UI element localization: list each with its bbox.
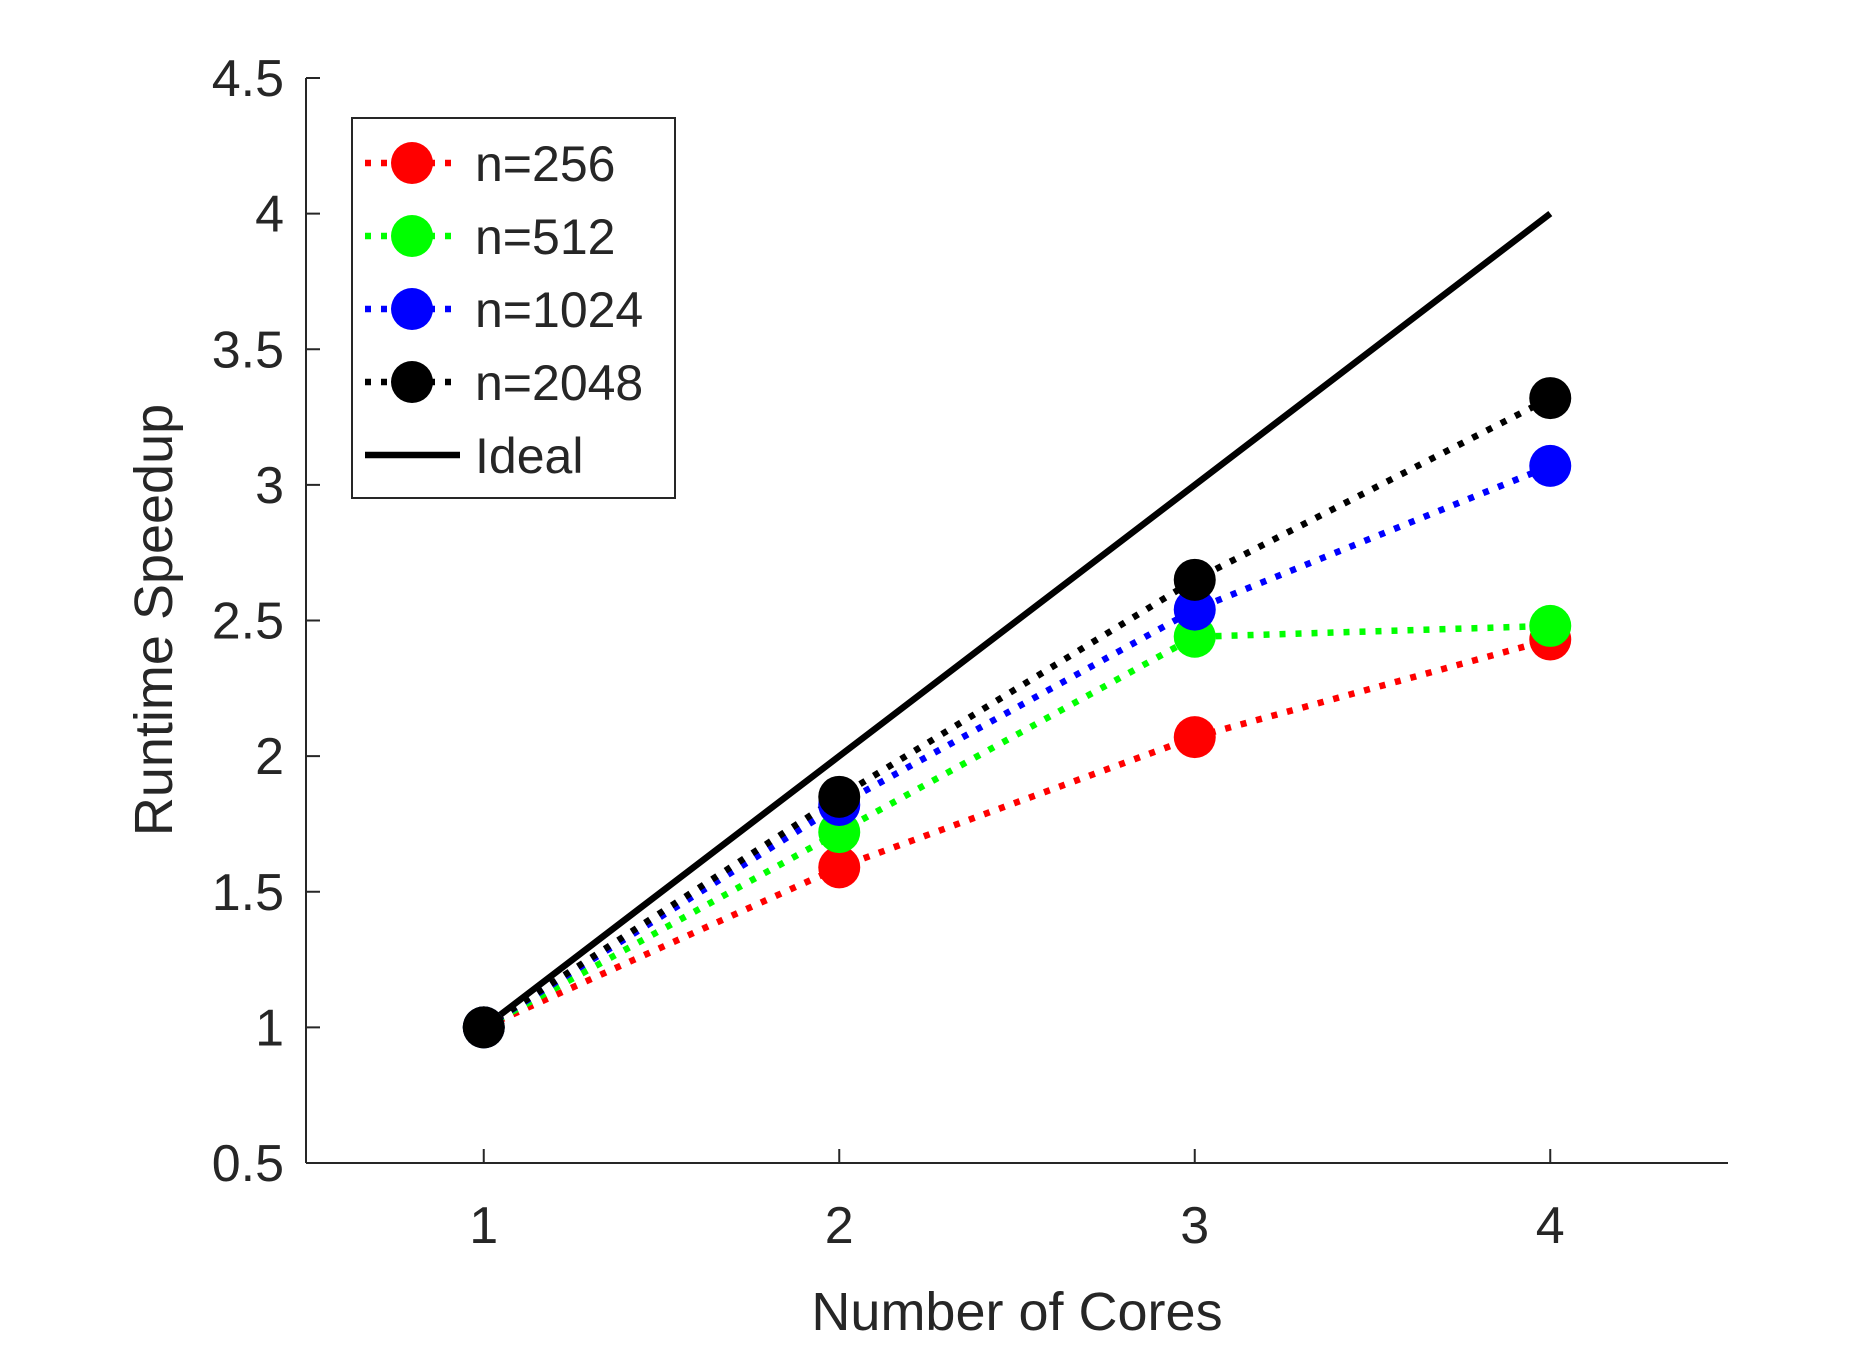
x-tick-label: 3 <box>1180 1197 1209 1255</box>
data-point-n-1024 <box>1173 588 1216 631</box>
y-tick-label: 3.5 <box>212 321 284 379</box>
y-axis-label: Runtime Speedup <box>124 404 184 836</box>
y-tick-label: 0.5 <box>212 1135 284 1193</box>
legend-label-n-1024: n=1024 <box>475 282 643 338</box>
legend-label-ideal: Ideal <box>475 428 583 484</box>
data-point-n-1024 <box>1529 444 1572 487</box>
y-tick-label: 2 <box>255 728 284 786</box>
data-point-n-256 <box>818 846 861 889</box>
data-series <box>462 211 1572 1049</box>
x-tick-label: 1 <box>469 1197 498 1255</box>
data-point-n-2048 <box>1173 558 1216 601</box>
legend-marker-n-2048 <box>391 361 433 403</box>
data-point-n-512 <box>1529 604 1572 647</box>
x-ticks: 1 2 3 4 <box>469 1149 1565 1255</box>
y-tick-label: 1 <box>255 999 284 1057</box>
y-ticks: 0.5 1 1.5 2 2.5 3 3.5 4 4.5 <box>212 50 320 1193</box>
data-point-n-2048 <box>462 1006 505 1049</box>
y-tick-label: 2.5 <box>212 593 284 651</box>
legend-marker-n-256 <box>391 142 433 184</box>
data-point-n-2048 <box>818 775 861 818</box>
legend-label-n-512: n=512 <box>475 209 615 265</box>
legend-label-n-256: n=256 <box>475 136 615 192</box>
y-tick-label: 4.5 <box>212 50 284 108</box>
y-tick-label: 1.5 <box>212 864 284 922</box>
series-line-n-2048 <box>482 395 1552 1031</box>
legend-marker-n-512 <box>391 215 433 257</box>
series-line-n-512 <box>482 622 1551 1031</box>
series-line-n-1024 <box>482 462 1552 1031</box>
x-axis-label: Number of Cores <box>811 1282 1222 1342</box>
x-tick-label: 4 <box>1536 1197 1565 1255</box>
series-line-ideal <box>481 211 1553 1030</box>
series-line-n-256 <box>482 636 1552 1031</box>
data-point-n-2048 <box>1529 377 1572 420</box>
legend: n=256 n=512 n=1024 n=2048 Ideal <box>351 117 676 499</box>
x-tick-label: 2 <box>825 1197 854 1255</box>
y-tick-label: 4 <box>255 186 284 244</box>
data-point-n-256 <box>1173 716 1216 759</box>
legend-marker-n-1024 <box>391 288 433 330</box>
y-tick-label: 3 <box>255 457 284 515</box>
legend-label-n-2048: n=2048 <box>475 355 643 411</box>
